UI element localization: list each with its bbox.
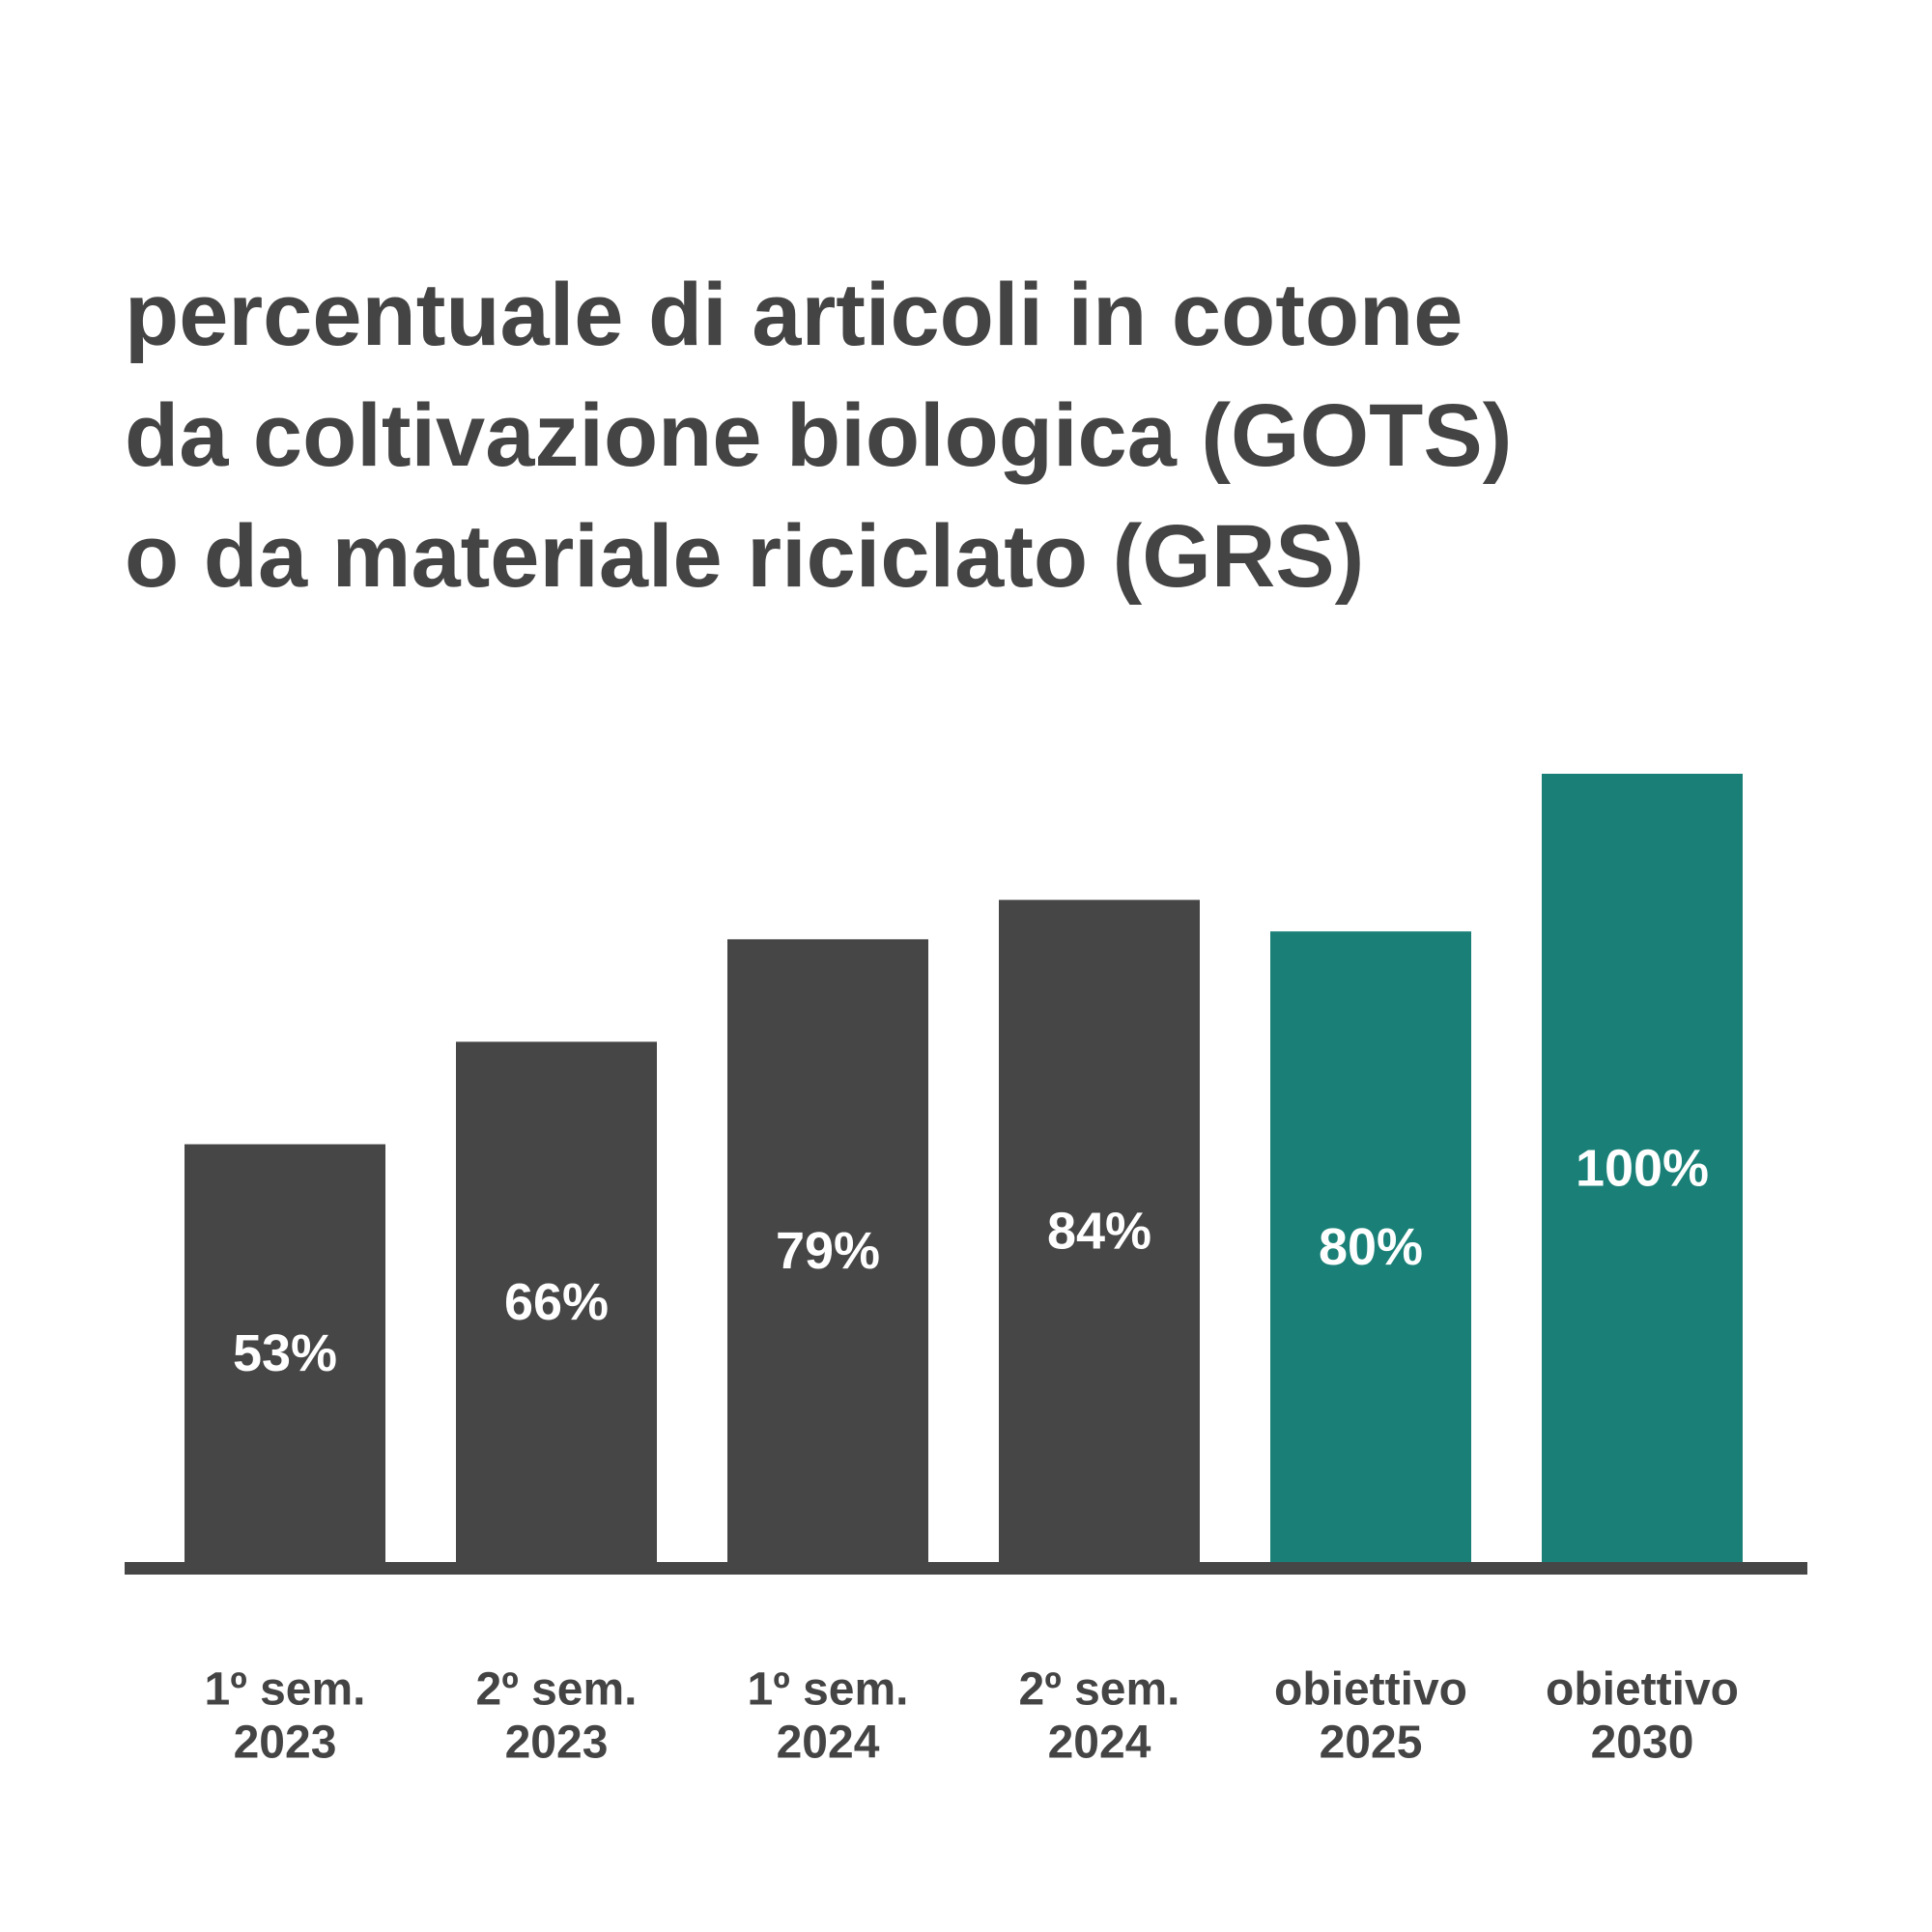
x-tick-label: 2º sem. bbox=[476, 1664, 638, 1716]
x-tick-label: 2025 bbox=[1320, 1718, 1423, 1769]
value-label: 79% bbox=[776, 1222, 880, 1280]
x-tick-label: obiettivo bbox=[1274, 1664, 1467, 1716]
chart-title: percentuale di articoli in cotone bbox=[125, 266, 1463, 364]
x-tick-label: 2023 bbox=[505, 1718, 609, 1769]
bar bbox=[999, 899, 1200, 1562]
chart-title: o da materiale riciclato (GRS) bbox=[125, 507, 1364, 606]
bar bbox=[1270, 931, 1471, 1562]
value-label: 66% bbox=[504, 1273, 609, 1331]
bar bbox=[1542, 774, 1743, 1562]
x-tick-label: 2023 bbox=[234, 1718, 337, 1769]
x-tick-label: 2024 bbox=[777, 1718, 880, 1769]
value-label: 53% bbox=[233, 1324, 337, 1382]
x-tick-label: 1º sem. bbox=[205, 1664, 366, 1716]
x-tick-label: 2030 bbox=[1591, 1718, 1694, 1769]
x-tick-label: obiettivo bbox=[1546, 1664, 1739, 1716]
x-tick-label: 2024 bbox=[1048, 1718, 1151, 1769]
bar bbox=[456, 1041, 657, 1562]
value-label: 100% bbox=[1576, 1139, 1709, 1197]
bar bbox=[185, 1144, 385, 1562]
x-tick-label: 2º sem. bbox=[1019, 1664, 1180, 1716]
axis-line bbox=[125, 1562, 1807, 1575]
value-label: 84% bbox=[1047, 1203, 1151, 1261]
chart-title: da coltivazione biologica (GOTS) bbox=[125, 386, 1512, 485]
value-label: 80% bbox=[1319, 1218, 1423, 1276]
x-tick-label: 1º sem. bbox=[748, 1664, 909, 1716]
bar bbox=[727, 939, 928, 1562]
